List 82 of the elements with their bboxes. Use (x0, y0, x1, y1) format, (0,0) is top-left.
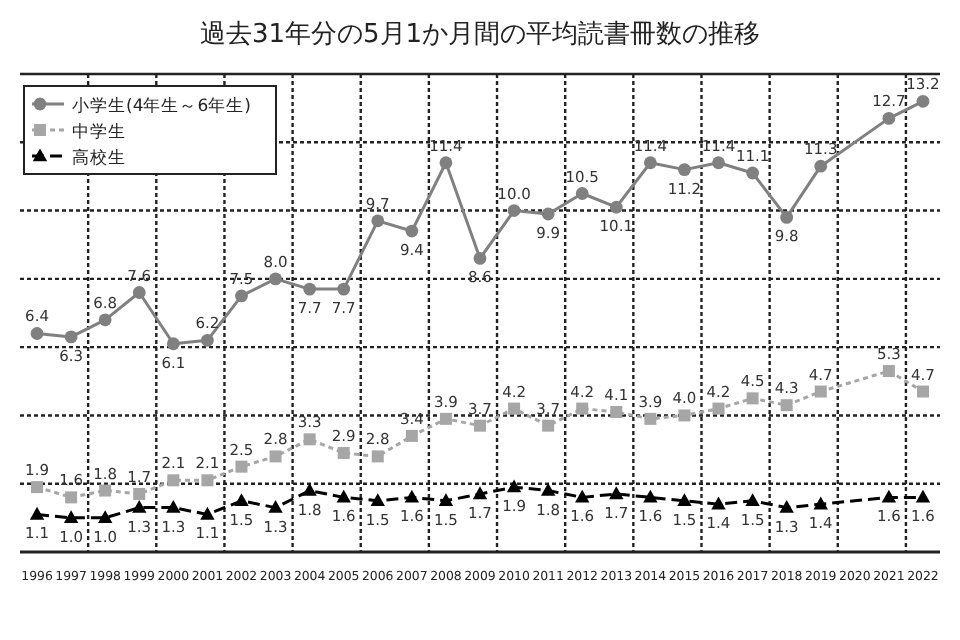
point (405, 224, 419, 238)
point (98, 313, 112, 327)
point (63, 510, 79, 524)
point (65, 491, 78, 504)
point (439, 412, 452, 425)
point (779, 500, 794, 513)
point (711, 496, 726, 510)
point (540, 482, 556, 496)
point (575, 489, 590, 503)
point (609, 200, 623, 214)
point (882, 365, 895, 378)
point (99, 484, 112, 497)
point (201, 474, 214, 487)
point (881, 489, 897, 503)
point (507, 204, 521, 217)
point (610, 406, 623, 419)
point (508, 402, 521, 415)
point (336, 489, 351, 503)
point (541, 207, 555, 221)
point (268, 500, 283, 513)
point (371, 214, 385, 228)
point (370, 493, 385, 506)
point (780, 211, 794, 224)
point (269, 450, 282, 463)
point (200, 506, 215, 520)
point (234, 493, 249, 506)
point (235, 289, 248, 303)
point (780, 399, 793, 412)
point (542, 419, 555, 432)
point (643, 489, 658, 503)
point (746, 392, 759, 405)
point (814, 159, 828, 173)
point (166, 500, 181, 513)
legend-label: 中学生 (72, 121, 126, 143)
point (303, 433, 316, 446)
point (64, 330, 78, 344)
point (405, 429, 418, 442)
point (472, 486, 488, 500)
point (473, 251, 487, 265)
point (882, 111, 896, 125)
point (677, 493, 692, 506)
point (166, 337, 180, 351)
point (576, 402, 589, 415)
point (915, 489, 931, 503)
legend-label: 小学生(4年生～6年生) (72, 95, 251, 117)
point (575, 187, 589, 200)
point (31, 481, 44, 494)
chart-title: 過去31年分の5月1か月間の平均読書冊数の推移 (199, 20, 761, 50)
point (643, 156, 657, 170)
point (506, 479, 522, 493)
point (404, 489, 420, 503)
point (609, 486, 624, 500)
point (29, 506, 45, 520)
point (269, 272, 282, 286)
point (133, 487, 146, 500)
point (916, 385, 929, 398)
point (302, 482, 317, 496)
point (678, 409, 691, 422)
point (235, 460, 248, 473)
point (371, 450, 384, 463)
legend-label: 高校生 (72, 147, 126, 169)
point (97, 510, 113, 524)
point (438, 493, 454, 506)
point (303, 282, 317, 296)
point (337, 282, 351, 296)
point (439, 156, 453, 170)
point (916, 94, 930, 108)
point (814, 385, 827, 398)
point (644, 412, 657, 425)
point (745, 493, 760, 506)
point (474, 419, 486, 432)
point (712, 156, 725, 170)
point (167, 474, 180, 487)
point (132, 500, 147, 513)
point (813, 496, 828, 510)
point (746, 166, 759, 180)
point (30, 327, 44, 340)
point (712, 402, 725, 415)
point (201, 333, 214, 347)
point (132, 286, 146, 299)
point (678, 163, 691, 176)
point (337, 446, 350, 459)
